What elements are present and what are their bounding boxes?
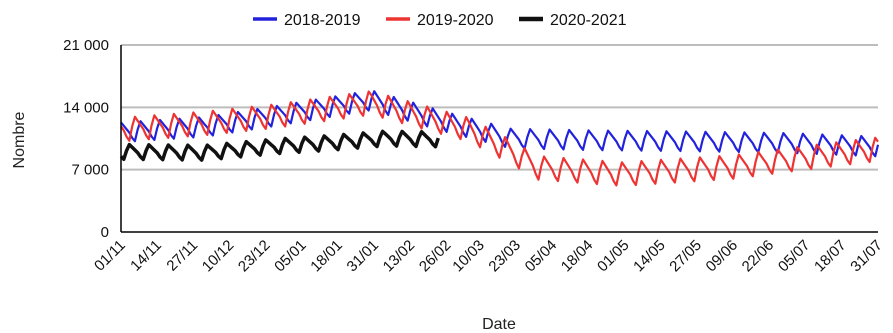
x-axis-title: Date [482, 316, 516, 333]
series-line-2018-2019 [120, 90, 880, 158]
legend-label: 2020-2021 [550, 12, 627, 29]
x-tick-label: 31/07 [847, 237, 886, 276]
chart-legend: 2018-2019 2019-2020 2020-2021 [253, 12, 627, 29]
x-axis-ticks: 01/1114/1127/1110/1223/1205/0118/0131/01… [91, 237, 886, 276]
grid-lines [121, 44, 878, 171]
axes [120, 45, 878, 233]
x-tick-label: 14/11 [127, 237, 165, 275]
x-tick-label: 01/11 [91, 237, 129, 275]
legend-label: 2019-2020 [417, 12, 494, 29]
series-line-2020-2021 [119, 129, 440, 162]
series-line-2019-2020 [120, 90, 879, 187]
y-axis-ticks: 0 7 000 14 000 21 000 [63, 37, 109, 241]
y-tick-label: 21 000 [63, 37, 109, 54]
y-tick-label: 7 000 [71, 162, 109, 179]
x-tick-label: 23/03 [485, 237, 524, 276]
x-tick-label: 14/05 [630, 237, 669, 276]
y-tick-label: 14 000 [63, 99, 109, 116]
x-tick-label: 23/12 [235, 237, 274, 276]
x-tick-label: 10/12 [199, 237, 238, 276]
x-tick-label: 09/06 [703, 237, 742, 276]
x-tick-label: 18/04 [558, 237, 597, 276]
x-tick-label: 26/02 [416, 237, 455, 276]
x-tick-label: 01/05 [594, 237, 633, 276]
x-tick-label: 27/05 [666, 237, 705, 276]
x-tick-label: 31/01 [344, 237, 383, 276]
y-tick-label: 0 [101, 224, 109, 241]
x-tick-label: 18/01 [307, 237, 346, 276]
x-tick-label: 27/11 [163, 237, 201, 275]
series-group [119, 90, 880, 187]
x-tick-label: 18/07 [811, 237, 850, 276]
x-tick-label: 05/04 [522, 237, 561, 276]
x-tick-label: 13/02 [380, 237, 419, 276]
x-tick-label: 10/03 [449, 237, 488, 276]
x-tick-label: 05/07 [775, 237, 814, 276]
y-axis-title: Nombre [11, 111, 28, 168]
legend-label: 2018-2019 [284, 12, 361, 29]
x-tick-label: 05/01 [271, 237, 310, 276]
x-tick-label: 22/06 [739, 237, 778, 276]
